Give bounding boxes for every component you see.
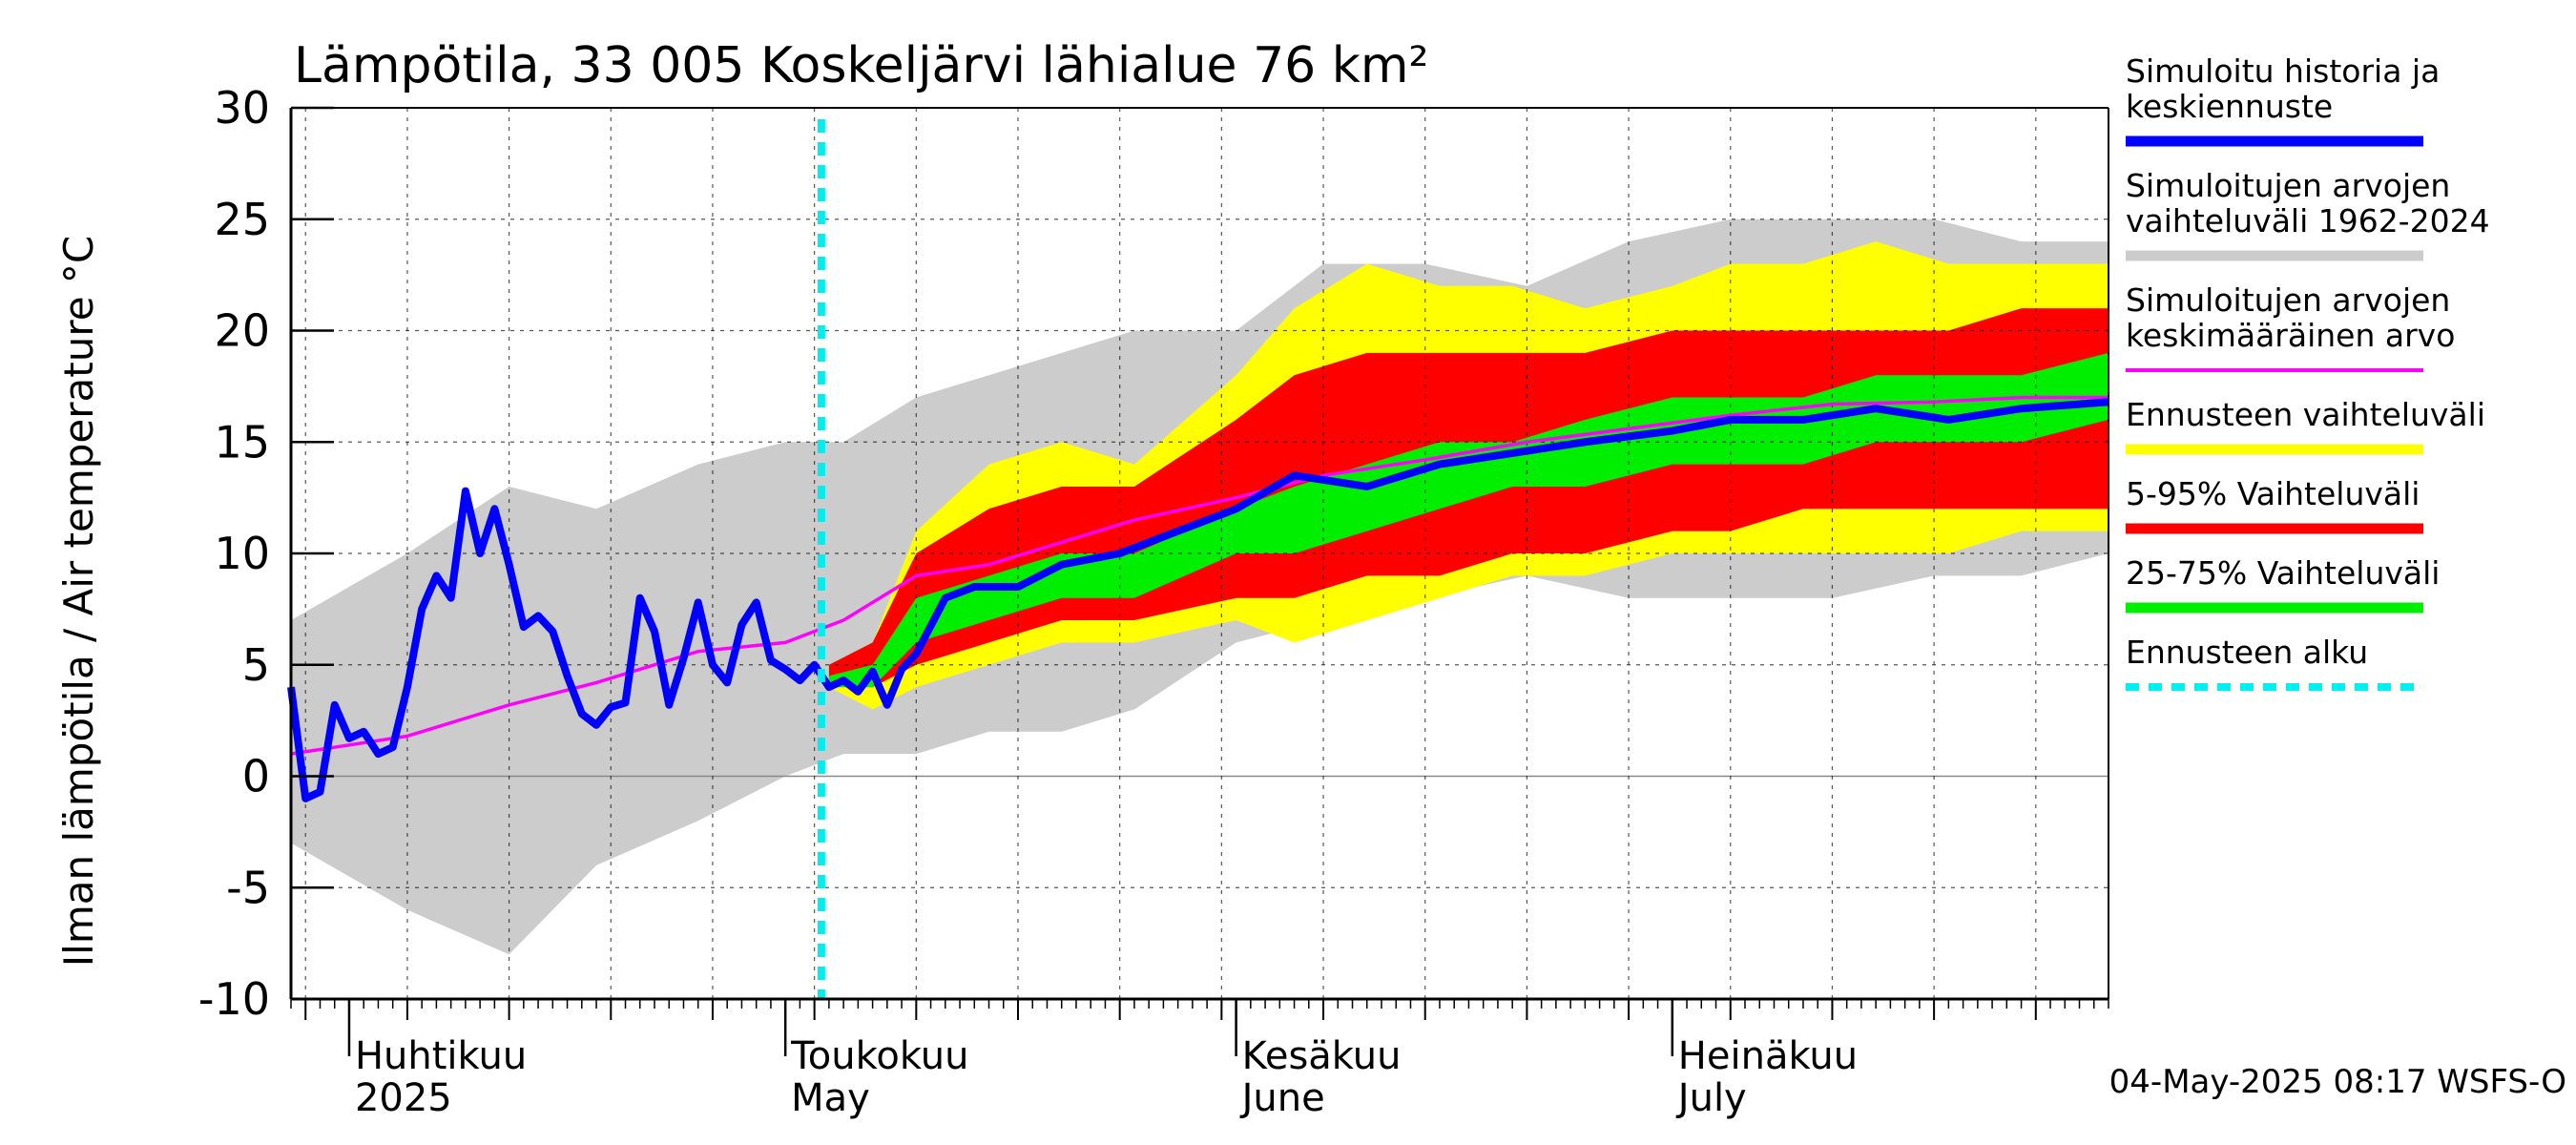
line-layer xyxy=(287,119,2109,999)
x-month-label-fi: Heinäkuu xyxy=(1678,1034,1858,1078)
x-month-label-fi: Huhtikuu xyxy=(355,1034,527,1078)
y-tick-label: 10 xyxy=(214,528,270,579)
legend-label-6: 25-75% Vaihteluväli xyxy=(2126,554,2440,592)
x-month-label-fi: Kesäkuu xyxy=(1242,1034,1402,1078)
y-tick-label: 30 xyxy=(214,82,270,134)
legend-label-5: 5-95% Vaihteluväli xyxy=(2126,475,2420,512)
y-tick-label: 25 xyxy=(214,194,270,245)
band-layer xyxy=(291,219,2109,955)
y-tick-label: 5 xyxy=(242,639,270,691)
x-month-label-en: June xyxy=(1239,1076,1325,1120)
legend-label-1: Simuloitu historia ja xyxy=(2126,52,2440,90)
band-4 xyxy=(828,352,2109,688)
x-month-label-fi: Toukokuu xyxy=(790,1034,968,1078)
legend-label-2: vaihteluväli 1962-2024 xyxy=(2126,202,2490,239)
y-tick-label: -5 xyxy=(226,862,270,913)
y-tick-label: 20 xyxy=(214,305,270,357)
x-month-label-en: May xyxy=(791,1076,870,1120)
timestamp-footer: 04-May-2025 08:17 WSFS-O xyxy=(2109,1063,2566,1101)
legend-label-3: keskimääräinen arvo xyxy=(2126,317,2455,354)
legend-label-7: Ennusteen alku xyxy=(2126,634,2368,671)
x-month-label-en: July xyxy=(1675,1076,1747,1120)
legend-label-3: Simuloitujen arvojen xyxy=(2126,281,2450,319)
x-month-label-en: 2025 xyxy=(355,1076,452,1120)
legend-label-1: keskiennuste xyxy=(2126,88,2333,125)
y-tick-label: -10 xyxy=(198,973,270,1025)
y-tick-label: 15 xyxy=(214,416,270,468)
y-tick-label: 0 xyxy=(242,751,270,802)
chart-title: Lämpötila, 33 005 Koskeljärvi lähialue 7… xyxy=(294,37,1428,94)
series-line-2 xyxy=(287,398,2109,802)
legend-label-4: Ennusteen vaihteluväli xyxy=(2126,396,2485,433)
legend-label-2: Simuloitujen arvojen xyxy=(2126,167,2450,204)
y-axis-label: Ilman lämpötila / Air temperature °C xyxy=(55,236,102,967)
